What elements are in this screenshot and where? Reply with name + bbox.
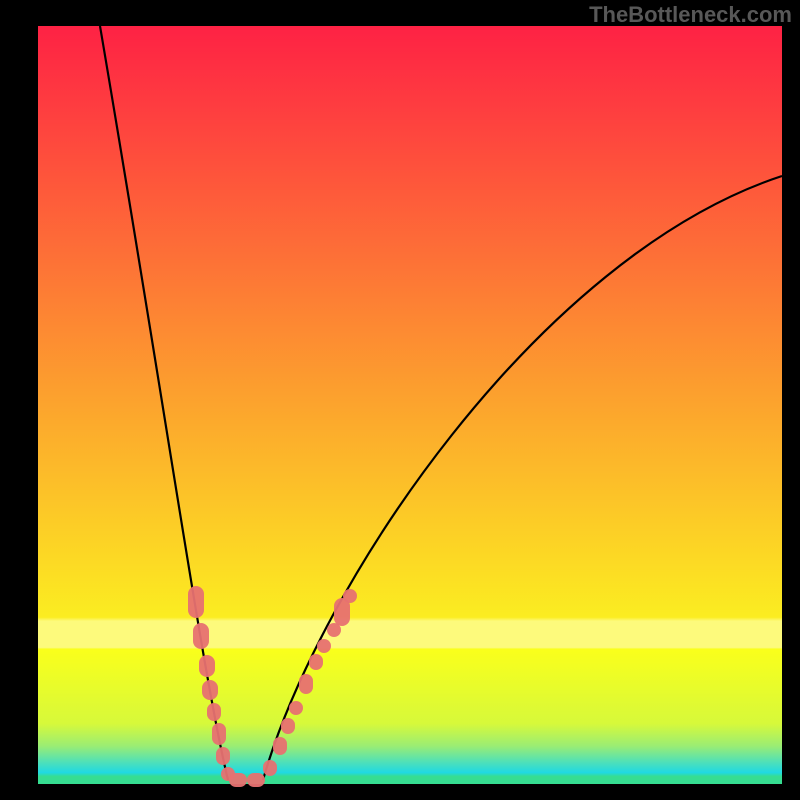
scatter-point [212, 723, 226, 745]
scatter-point [207, 703, 221, 721]
scatter-point [199, 655, 215, 677]
scatter-point [289, 701, 303, 715]
scatter-point [263, 760, 277, 776]
scatter-point [281, 718, 295, 734]
plot-area [38, 26, 782, 784]
scatter-point [193, 623, 209, 649]
scatter-point [188, 586, 204, 618]
scatter-point [309, 654, 323, 670]
scatter-point [317, 639, 331, 653]
scatter-point [229, 773, 247, 787]
scatter-point [343, 589, 357, 603]
scatter-point [299, 674, 313, 694]
scatter-point [216, 747, 230, 765]
scatter-point [202, 680, 218, 700]
chart-container: TheBottleneck.com [0, 0, 800, 800]
scatter-point [273, 737, 287, 755]
right-curve [263, 176, 782, 780]
curve-layer [38, 26, 782, 784]
watermark-text: TheBottleneck.com [589, 2, 792, 28]
scatter-point [247, 773, 265, 787]
scatter-point [327, 623, 341, 637]
